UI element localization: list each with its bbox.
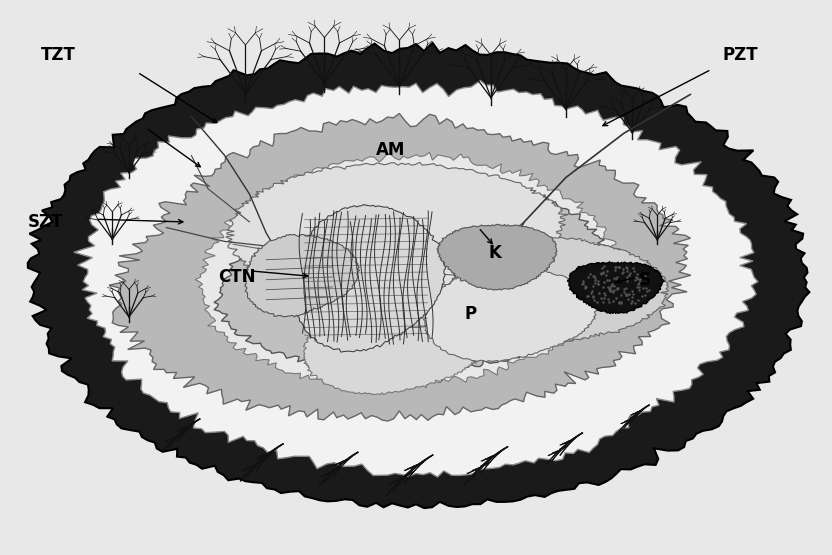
Polygon shape <box>245 234 359 317</box>
Text: P: P <box>464 305 476 322</box>
Polygon shape <box>74 80 758 477</box>
Text: PZT: PZT <box>723 47 758 64</box>
Polygon shape <box>196 153 622 390</box>
Text: K: K <box>488 244 502 261</box>
Polygon shape <box>443 238 669 345</box>
Polygon shape <box>567 262 665 314</box>
Polygon shape <box>225 162 568 294</box>
Text: SZT: SZT <box>28 213 63 231</box>
Polygon shape <box>292 205 446 352</box>
Polygon shape <box>304 300 485 395</box>
Text: CTN: CTN <box>218 269 256 286</box>
Polygon shape <box>437 224 557 290</box>
Text: AM: AM <box>376 141 406 159</box>
Text: TZT: TZT <box>41 47 76 64</box>
Polygon shape <box>109 113 691 421</box>
Text: S: S <box>639 271 651 289</box>
Polygon shape <box>214 169 612 372</box>
Polygon shape <box>423 266 597 362</box>
Polygon shape <box>27 43 810 508</box>
